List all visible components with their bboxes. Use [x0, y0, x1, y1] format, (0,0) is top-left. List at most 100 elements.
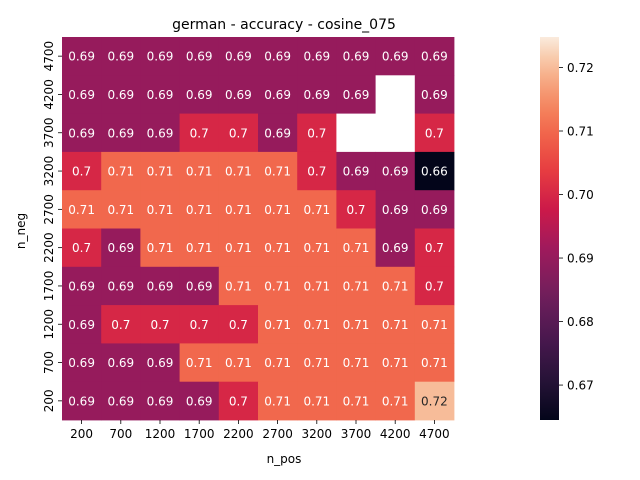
cell-value-label: 0.71	[264, 279, 291, 293]
heatmap-cell	[258, 343, 298, 383]
cell-value-label: 0.69	[107, 50, 134, 64]
heatmap-cell	[336, 381, 376, 421]
heatmap-cell	[62, 228, 102, 268]
cell-value-label: 0.69	[107, 394, 134, 408]
y-tick-label: 3700	[42, 117, 56, 148]
cell-value-label: 0.71	[343, 356, 370, 370]
cell-value-label: 0.69	[68, 88, 95, 102]
y-tick-label: 4700	[42, 41, 56, 72]
heatmap-cell	[258, 266, 298, 306]
heatmap-cell	[258, 151, 298, 191]
cell-value-label: 0.7	[111, 318, 130, 332]
cell-value-label: 0.7	[346, 203, 365, 217]
cell-value-label: 0.71	[382, 394, 409, 408]
colorbar-gradient	[540, 37, 559, 420]
cell-value-label: 0.71	[225, 203, 252, 217]
heatmap-cell	[258, 228, 298, 268]
cell-value-label: 0.71	[147, 241, 174, 255]
colorbar: 0.67 0.68 0.69 0.70 0.71 0.72	[540, 37, 594, 420]
heatmap-cell	[336, 228, 376, 268]
heatmap-cell	[297, 266, 337, 306]
y-tick-label: 1200	[42, 309, 56, 340]
cell-value-label: 0.69	[421, 88, 448, 102]
heatmap-cell	[414, 190, 455, 229]
heatmap-cell	[414, 151, 455, 191]
cell-value-label: 0.69	[264, 88, 291, 102]
heatmap-cell	[218, 75, 259, 114]
heatmap-cell	[62, 343, 102, 383]
colorbar-tick-label: 0.69	[567, 252, 594, 266]
cell-value-label: 0.71	[264, 241, 291, 255]
x-tick-label: 2700	[262, 427, 293, 441]
heatmap-cell	[297, 228, 337, 268]
heatmap-cell	[62, 266, 102, 306]
cell-value-label: 0.7	[229, 126, 248, 140]
cell-value-label: 0.71	[186, 165, 213, 179]
heatmap-cell	[179, 266, 220, 306]
heatmap-cell	[62, 305, 102, 344]
x-tick-label: 700	[109, 427, 132, 441]
heatmap-cell	[179, 190, 220, 229]
cell-value-label: 0.71	[382, 279, 409, 293]
heatmap-cell	[101, 37, 141, 76]
heatmap-cell	[258, 37, 298, 76]
heatmap-cell	[179, 228, 220, 268]
cell-value-label: 0.7	[425, 241, 444, 255]
cell-value-label: 0.7	[150, 318, 169, 332]
x-tick-label: 1700	[184, 427, 215, 441]
y-tick-label: 3200	[42, 156, 56, 187]
colorbar-tick-label: 0.71	[567, 125, 594, 139]
heatmap-cell	[179, 75, 220, 114]
y-tick-label: 2700	[42, 194, 56, 225]
heatmap-cell	[62, 113, 102, 153]
cell-value-label: 0.69	[382, 50, 409, 64]
cell-value-label: 0.71	[68, 203, 95, 217]
heatmap-cell	[101, 343, 141, 383]
heatmap-cell	[179, 151, 220, 191]
cell-value-label: 0.71	[225, 356, 252, 370]
heatmap-cell	[140, 228, 180, 268]
cell-value-label: 0.69	[186, 50, 213, 64]
cell-value-label: 0.69	[343, 50, 370, 64]
heatmap-cell	[414, 228, 455, 268]
heatmap-cell	[218, 266, 259, 306]
cell-value-label: 0.71	[107, 203, 134, 217]
heatmap-cell	[62, 151, 102, 191]
x-tick-label: 3700	[341, 427, 372, 441]
heatmap-cell	[375, 151, 416, 191]
cell-value-label: 0.71	[343, 318, 370, 332]
cell-value-label: 0.69	[68, 126, 95, 140]
cell-value-label: 0.69	[264, 126, 291, 140]
heatmap-cell	[140, 190, 180, 229]
heatmap-cell	[101, 228, 141, 268]
cell-value-label: 0.7	[72, 165, 91, 179]
heatmap-cell	[179, 381, 220, 421]
x-axis-label: n_pos	[267, 452, 302, 466]
heatmap-cell	[140, 266, 180, 306]
cell-value-label: 0.7	[190, 318, 209, 332]
cell-value-label: 0.69	[147, 126, 174, 140]
cell-value-label: 0.71	[303, 356, 330, 370]
y-tick-label: 200	[42, 389, 56, 412]
y-axis: 4700 4200 3700 3200 2700 2200 1700 1200 700 200	[42, 41, 62, 412]
cell-value-label: 0.69	[68, 279, 95, 293]
cell-value-label: 0.71	[343, 241, 370, 255]
heatmap-cell	[218, 37, 259, 76]
heatmap-cell	[375, 37, 416, 76]
cell-value-label: 0.69	[68, 394, 95, 408]
y-tick-label: 2200	[42, 232, 56, 263]
heatmap-cell	[140, 151, 180, 191]
cell-value-label: 0.69	[421, 50, 448, 64]
cell-value-label: 0.72	[421, 394, 448, 408]
cell-value-label: 0.69	[382, 241, 409, 255]
heatmap-cell	[101, 305, 141, 344]
heatmap-cell	[140, 343, 180, 383]
x-tick-label: 2200	[223, 427, 254, 441]
colorbar-tick-label: 0.70	[567, 188, 594, 202]
cell-value-label: 0.71	[303, 279, 330, 293]
colorbar-tick-label: 0.68	[567, 315, 594, 329]
x-tick-label: 3200	[302, 427, 333, 441]
heatmap-cell	[179, 113, 220, 153]
heatmap-cell	[101, 151, 141, 191]
